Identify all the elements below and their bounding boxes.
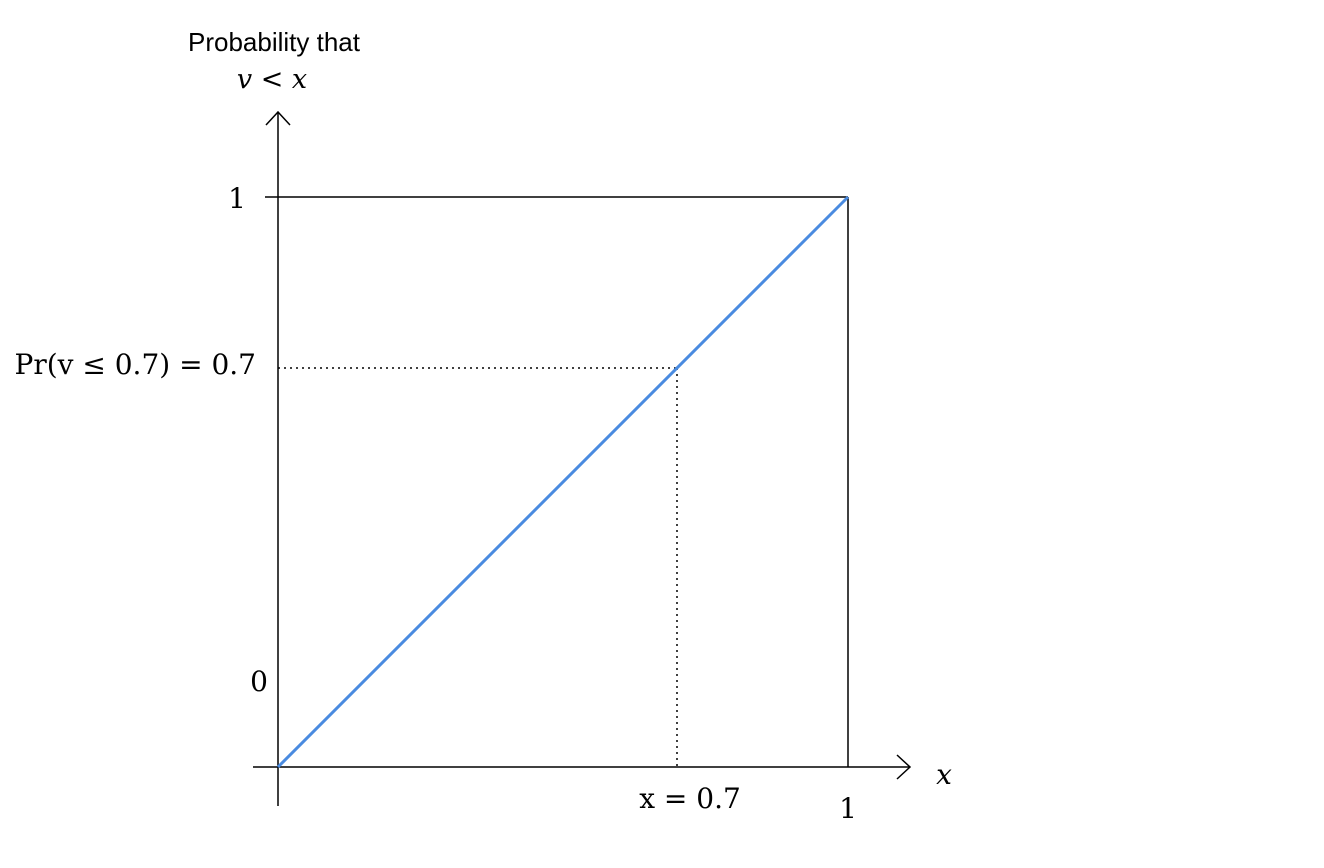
- x-axis-arrowhead: [896, 754, 912, 780]
- y-axis-label-line2: v < x: [237, 64, 307, 95]
- y-axis-arrowhead: [265, 110, 291, 126]
- y-tick-label-1: 1: [228, 182, 246, 215]
- y-axis-label-line1: Probability that: [188, 27, 361, 57]
- annotation-y-label: Pr(v ≤ 0.7) = 0.7: [15, 348, 256, 381]
- cdf-series-line: [276, 195, 850, 769]
- annotation-x-label: x = 0.7: [639, 782, 741, 815]
- y-tick-label-0: 0: [250, 665, 268, 698]
- x-axis-label: x: [936, 758, 952, 791]
- x-tick-label-1: 1: [839, 792, 857, 825]
